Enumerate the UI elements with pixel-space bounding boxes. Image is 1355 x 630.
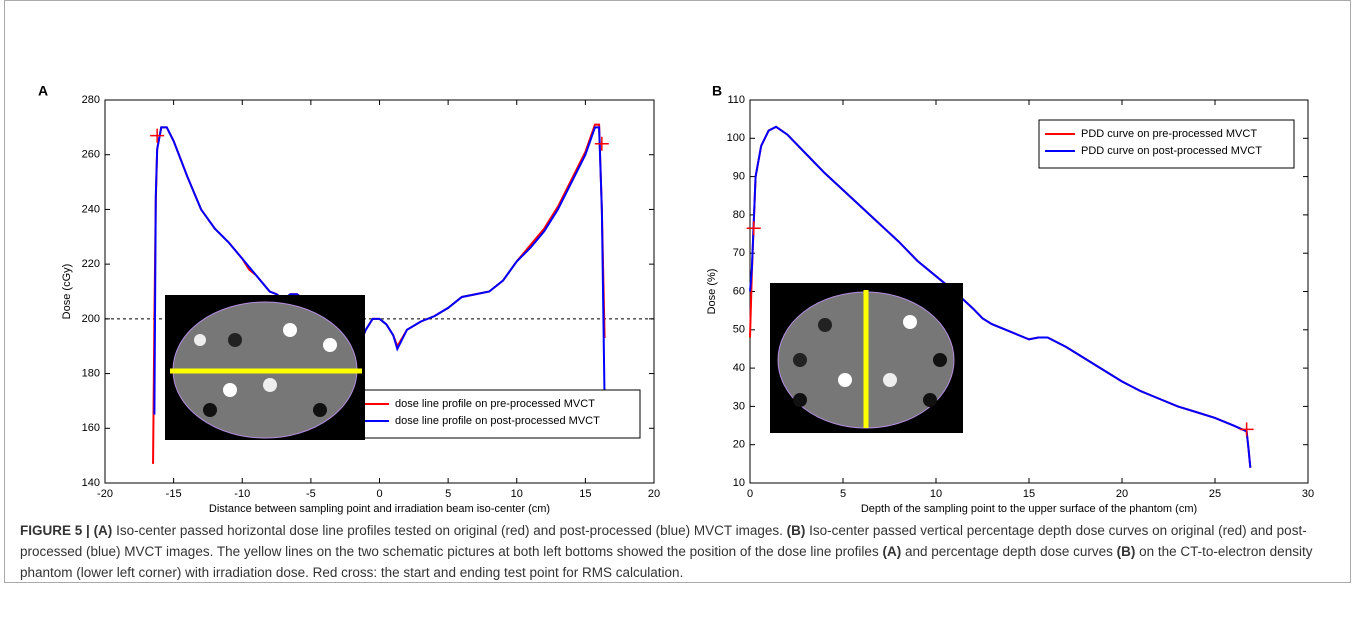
y-tick-label: 30	[733, 400, 745, 412]
y-tick-label: 280	[82, 94, 100, 106]
x-tick-label: 10	[930, 488, 942, 500]
y-tick-label: 140	[82, 477, 100, 489]
y-tick-label: 80	[733, 209, 745, 221]
y-tick-label: 200	[82, 313, 100, 325]
caption-text: (A)	[882, 544, 901, 559]
legend-label: dose line profile on pre-processed MVCT	[395, 398, 595, 410]
caption: FIGURE 5 | (A) Iso-center passed horizon…	[20, 520, 1330, 583]
y-tick-label: 50	[733, 324, 745, 336]
y-tick-label: 160	[82, 422, 100, 434]
x-tick-label: -20	[97, 488, 113, 500]
x-tick-label: 10	[511, 488, 523, 500]
x-axis-label: Distance between sampling point and irra…	[209, 503, 550, 515]
y-tick-label: 70	[733, 247, 745, 259]
y-tick-label: 20	[733, 439, 745, 451]
caption-text: (A)	[94, 523, 113, 538]
caption-text: Iso-center passed horizontal dose line p…	[112, 523, 786, 538]
caption-text: (B)	[787, 523, 806, 538]
x-tick-label: 20	[648, 488, 660, 500]
x-tick-label: 0	[376, 488, 382, 500]
x-tick-label: -5	[306, 488, 316, 500]
x-tick-label: 15	[579, 488, 591, 500]
x-axis-label: Depth of the sampling point to the upper…	[861, 503, 1197, 515]
y-axis-label: Dose (%)	[706, 269, 718, 315]
y-tick-label: 240	[82, 203, 100, 215]
panel-label: B	[712, 83, 722, 99]
y-tick-label: 60	[733, 285, 745, 297]
x-tick-label: 30	[1302, 488, 1314, 500]
x-tick-label: 5	[840, 488, 846, 500]
y-tick-label: 10	[733, 477, 745, 489]
x-tick-label: 20	[1116, 488, 1128, 500]
y-tick-label: 100	[727, 132, 745, 144]
y-tick-label: 40	[733, 362, 745, 374]
inset-b	[770, 283, 963, 433]
x-tick-label: 15	[1023, 488, 1035, 500]
legend-label: dose line profile on post-processed MVCT	[395, 415, 600, 427]
y-tick-label: 110	[727, 94, 745, 106]
x-tick-label: 5	[445, 488, 451, 500]
x-tick-label: -15	[166, 488, 182, 500]
legend-label: PDD curve on post-processed MVCT	[1081, 145, 1262, 157]
x-tick-label: 25	[1209, 488, 1221, 500]
inset-a	[165, 295, 365, 440]
caption-label: FIGURE 5 |	[20, 523, 90, 538]
y-tick-label: 260	[82, 149, 100, 161]
x-tick-label: -10	[234, 488, 250, 500]
y-tick-label: 220	[82, 258, 100, 270]
y-axis-label: Dose (cGy)	[61, 264, 73, 320]
panel-label: A	[38, 83, 48, 99]
legend-label: PDD curve on pre-processed MVCT	[1081, 128, 1257, 140]
y-tick-label: 180	[82, 367, 100, 379]
caption-text: (B)	[1117, 544, 1136, 559]
caption-text: and percentage depth dose curves	[901, 544, 1116, 559]
y-tick-label: 90	[733, 171, 745, 183]
x-tick-label: 0	[747, 488, 753, 500]
